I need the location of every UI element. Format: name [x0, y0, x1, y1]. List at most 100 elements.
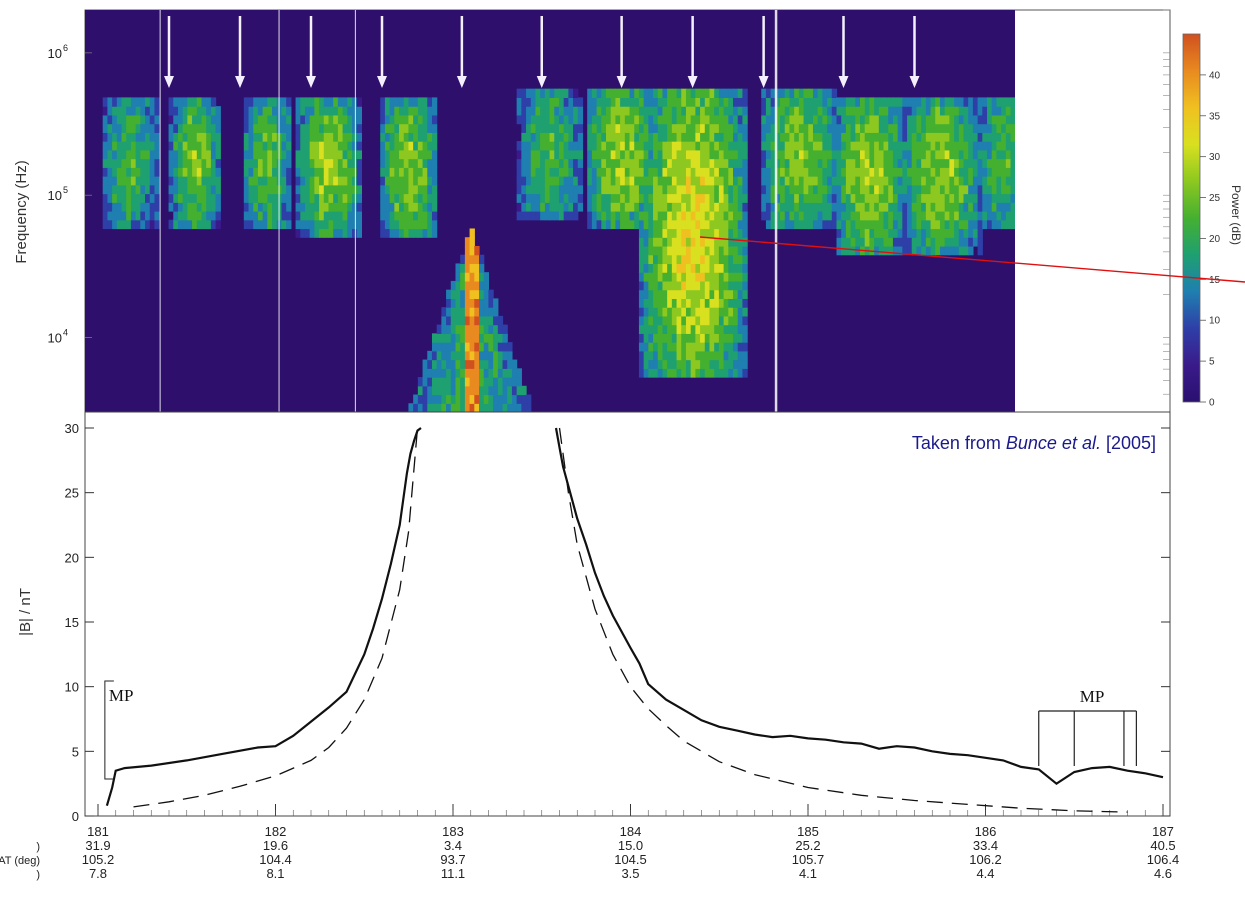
- spectrogram-cell: [864, 184, 871, 195]
- spectrogram-cell: [309, 193, 315, 203]
- spectrogram-cell: [643, 176, 649, 186]
- spectrogram-cell: [874, 132, 880, 142]
- spectrogram-cell: [972, 158, 979, 168]
- spectrogram-cell: [883, 114, 889, 125]
- spectrogram-cell: [888, 202, 894, 212]
- spectrogram-cell: [798, 202, 805, 212]
- spectrogram-cell: [464, 377, 471, 387]
- field-x-tick-label: 183: [442, 824, 464, 839]
- spectrogram-cell: [812, 211, 819, 221]
- spectrogram-cell: [709, 184, 715, 195]
- spectrogram-cell: [206, 132, 212, 142]
- spectrogram-cell: [690, 176, 696, 186]
- spectrogram-cell: [685, 167, 692, 177]
- spectrogram-cell: [347, 106, 353, 116]
- spectrogram-cell: [422, 228, 428, 238]
- spectrogram-cell: [347, 158, 353, 168]
- spectrogram-cell: [949, 176, 955, 186]
- spectrogram-cell: [408, 193, 414, 203]
- spectrogram-cell: [648, 167, 654, 177]
- spectrogram-cell: [1001, 211, 1007, 221]
- spectrogram-cell: [850, 211, 856, 221]
- spectrogram-cell: [897, 141, 903, 151]
- spectrogram-cell: [314, 211, 320, 221]
- spectrogram-cell: [723, 280, 729, 291]
- spectrogram-cell: [803, 167, 809, 177]
- spectrogram-cell: [638, 184, 645, 195]
- spectrogram-cell: [963, 167, 969, 177]
- spectrogram-cell: [601, 184, 607, 195]
- spectrogram-cell: [784, 123, 791, 133]
- spectrogram-cell: [954, 167, 960, 177]
- spectrogram-cell: [700, 149, 706, 160]
- spectrogram-cell: [685, 88, 692, 98]
- spectrogram-cell: [577, 141, 584, 151]
- spectrogram-cell: [667, 333, 673, 343]
- spectrogram-cell: [399, 123, 405, 133]
- spectrogram-cell: [634, 114, 640, 125]
- field-measured-line: [554, 427, 1164, 786]
- spectrogram-cell: [850, 123, 856, 133]
- spectrogram-cell: [845, 158, 852, 168]
- spectrogram-cell: [596, 132, 602, 142]
- spectrogram-cell: [902, 132, 908, 142]
- spectrogram-cell: [671, 307, 678, 317]
- spectrogram-cell: [135, 123, 141, 133]
- spectrogram-cell: [733, 106, 739, 116]
- spectrogram-cell: [309, 123, 315, 133]
- spectrogram-cell: [737, 324, 744, 334]
- spectrogram-cell: [281, 202, 287, 212]
- spectrogram-cell: [977, 149, 983, 160]
- spectrogram-cell: [591, 219, 598, 230]
- spectrogram-cell: [243, 167, 250, 177]
- spectrogram-cell: [841, 245, 847, 256]
- spectrogram-cell: [431, 149, 438, 160]
- spectrogram-cell: [140, 141, 146, 151]
- spectrogram-cell: [591, 167, 598, 177]
- spectrogram-cell: [714, 368, 720, 378]
- spectrogram-cell: [685, 254, 692, 265]
- spectrogram-cell: [883, 141, 889, 151]
- spectrogram-cell: [930, 132, 936, 142]
- spectrogram-cell: [676, 333, 682, 343]
- spectrogram-cell: [643, 228, 649, 238]
- spectrogram-cell: [690, 97, 696, 107]
- spectrogram-cell: [417, 149, 424, 160]
- spectrogram-cell: [549, 141, 555, 151]
- spectrogram-cell: [384, 176, 391, 186]
- spectrogram-cell: [667, 211, 673, 221]
- spectrogram-cell: [892, 176, 899, 186]
- spectrogram-cell: [516, 193, 522, 203]
- spectrogram-cell: [690, 263, 696, 273]
- spectrogram-cell: [935, 176, 941, 186]
- annotation-pointer-line: [699, 236, 1245, 283]
- spectrogram-cell: [685, 333, 692, 343]
- spectrogram-cell: [690, 88, 696, 98]
- spectrogram-cell: [657, 333, 664, 343]
- spectrogram-cell: [803, 219, 809, 230]
- spectrogram-cell: [991, 141, 998, 151]
- spectrogram-cell: [657, 359, 664, 369]
- spectrogram-cell: [681, 106, 687, 116]
- spectrogram-cell: [253, 123, 259, 133]
- spectrogram-cell: [954, 106, 960, 116]
- spectrogram-cell: [333, 158, 339, 168]
- spectrogram-cell: [742, 184, 748, 195]
- spectrogram-cell: [634, 184, 640, 195]
- spectrogram-cell: [295, 114, 301, 125]
- spectrogram-cell: [493, 342, 499, 352]
- ephemeris-row-label: AT (deg): [0, 855, 40, 867]
- spectrogram-cell: [996, 167, 1002, 177]
- spectrogram-cell: [502, 359, 508, 369]
- spectrogram-cell: [112, 176, 118, 186]
- spectrogram-cell: [916, 237, 922, 247]
- spectrogram-cell: [972, 149, 979, 160]
- spectrogram-cell: [648, 324, 654, 334]
- spectrogram-cell: [850, 114, 856, 125]
- spectrogram-cell: [789, 219, 795, 230]
- spectrogram-cell: [695, 263, 701, 273]
- spectrogram-cell: [624, 202, 631, 212]
- spectrogram-cell: [982, 176, 988, 186]
- spectrogram-cell: [549, 158, 555, 168]
- spectrogram-cell: [116, 176, 123, 186]
